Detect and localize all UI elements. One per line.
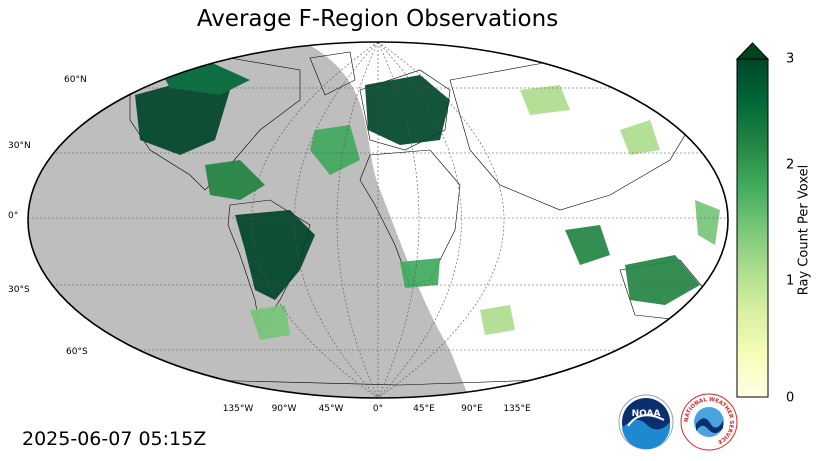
ray-density-patches: [135, 62, 720, 340]
density-south-africa: [400, 258, 440, 288]
colorbar-tick-3: 3: [786, 51, 795, 67]
density-indonesia: [565, 225, 610, 265]
lon-label-135e: 135°E: [503, 404, 531, 414]
density-central-america: [205, 160, 265, 200]
colorbar-gradient: [736, 58, 769, 398]
lon-label-45e: 45°E: [413, 404, 435, 414]
density-europe: [365, 75, 450, 145]
lat-label-60s: 60°S: [66, 347, 88, 357]
globe-outline: [27, 41, 729, 399]
nws-logo: NATIONAL WEATHER SERVICE: [680, 393, 738, 451]
lat-label-0: 0°: [8, 211, 19, 221]
density-australia: [625, 255, 700, 305]
density-japan: [620, 120, 660, 155]
colorbar-extend-arrow: [736, 42, 769, 60]
density-pacific: [695, 200, 720, 245]
colorbar: [736, 42, 769, 398]
lon-label-90e: 90°E: [461, 404, 483, 414]
lon-label-45w: 45°W: [318, 404, 344, 414]
colorbar-tick-2: 2: [786, 157, 795, 173]
colorbar-title: Ray Count Per Voxel: [796, 164, 812, 296]
density-south-pacific: [480, 305, 515, 335]
density-north-asia: [520, 85, 570, 115]
greenland: [309, 51, 356, 96]
density-north-america: [135, 80, 230, 155]
noaa-logo: NOAA: [618, 394, 674, 450]
lon-label-135w: 135°W: [222, 404, 254, 414]
colorbar-tick-1: 1: [786, 273, 795, 289]
density-atlantic: [310, 125, 360, 175]
density-patagonia: [250, 305, 290, 340]
lat-label-30n: 30°N: [8, 141, 31, 151]
lon-label-90w: 90°W: [271, 404, 297, 414]
noaa-logo-text: NOAA: [632, 409, 661, 419]
lat-label-60n: 60°N: [64, 75, 87, 85]
lon-label-0: 0°: [372, 404, 384, 414]
europe: [359, 69, 451, 151]
chart-title: Average F-Region Observations: [196, 6, 559, 32]
colorbar-tick-0: 0: [786, 390, 795, 406]
timestamp: 2025-06-07 05:15Z: [22, 428, 207, 450]
lat-label-30s: 30°S: [8, 285, 30, 295]
